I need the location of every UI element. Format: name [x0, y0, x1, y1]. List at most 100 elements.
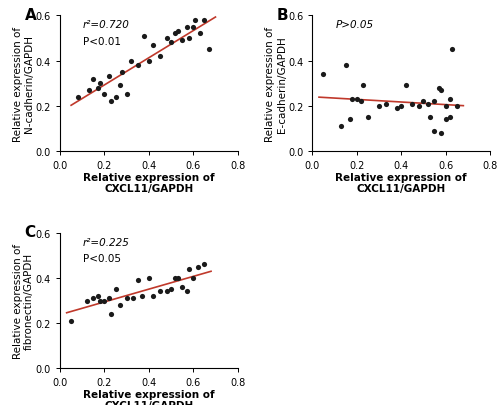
Point [448, 47, 456, 53]
Point [402, 83, 409, 90]
Point [185, 266, 193, 273]
Point [437, 87, 445, 94]
Point [116, 83, 124, 90]
Point [430, 128, 438, 134]
Point [452, 103, 460, 110]
Y-axis label: Relative expression of
E-cadherin/GAPDH: Relative expression of E-cadherin/GAPDH [265, 27, 286, 141]
Point [156, 53, 164, 60]
Point [357, 99, 365, 105]
Point [156, 288, 164, 295]
Point [200, 261, 208, 268]
Point [174, 29, 182, 35]
Y-axis label: Relative expression of
fibronectin/GAPDH: Relative expression of fibronectin/GAPDH [12, 243, 34, 358]
Text: A: A [24, 8, 36, 23]
Point [435, 85, 443, 92]
X-axis label: Relative expression of
CXCL11/GAPDH: Relative expression of CXCL11/GAPDH [336, 172, 467, 194]
Point [150, 293, 158, 300]
Point [174, 275, 182, 281]
Point [375, 103, 383, 110]
Point [107, 99, 115, 105]
Point [130, 295, 138, 302]
Point [105, 295, 113, 302]
Text: r²=0.225: r²=0.225 [83, 237, 130, 247]
Point [437, 130, 445, 137]
Text: P<0.05: P<0.05 [83, 254, 121, 263]
Point [127, 58, 135, 65]
Point [190, 275, 198, 281]
Point [85, 87, 93, 94]
Point [67, 318, 75, 324]
Point [200, 17, 208, 24]
Point [185, 36, 193, 42]
Point [74, 94, 82, 101]
Point [118, 69, 126, 76]
Point [138, 293, 146, 300]
Text: B: B [277, 8, 288, 23]
Point [96, 81, 104, 87]
Point [94, 293, 102, 300]
Point [446, 115, 454, 121]
Point [320, 72, 328, 78]
Point [442, 117, 450, 124]
Point [145, 58, 153, 65]
Point [112, 94, 120, 101]
Point [167, 286, 175, 293]
Point [190, 24, 198, 31]
Point [424, 101, 432, 107]
Point [392, 106, 400, 112]
Point [162, 288, 170, 295]
Point [100, 298, 108, 304]
Point [96, 298, 104, 304]
X-axis label: Relative expression of
CXCL11/GAPDH: Relative expression of CXCL11/GAPDH [83, 389, 214, 405]
Point [134, 277, 141, 284]
Point [397, 103, 405, 110]
Point [337, 124, 345, 130]
Point [194, 264, 202, 270]
Point [162, 36, 170, 42]
Point [150, 43, 158, 49]
Point [182, 24, 190, 31]
Point [446, 96, 454, 103]
Point [172, 275, 179, 281]
Point [145, 275, 153, 281]
Point [382, 101, 390, 107]
Point [122, 295, 130, 302]
Point [140, 33, 148, 40]
Point [134, 63, 141, 69]
Point [364, 115, 372, 121]
Point [178, 284, 186, 290]
Point [430, 99, 438, 105]
Point [105, 74, 113, 81]
Point [100, 92, 108, 98]
Point [82, 298, 90, 304]
Text: r²=0.720: r²=0.720 [83, 20, 130, 30]
Point [426, 115, 434, 121]
Point [352, 96, 360, 103]
Point [192, 17, 200, 24]
Point [178, 38, 186, 44]
Point [94, 85, 102, 92]
Point [112, 286, 120, 293]
Point [205, 47, 213, 53]
Point [167, 40, 175, 47]
Y-axis label: Relative expression of
N-cadherin/GAPDH: Relative expression of N-cadherin/GAPDH [12, 27, 34, 141]
Point [172, 31, 179, 38]
Text: P<0.01: P<0.01 [83, 36, 121, 47]
Point [360, 83, 368, 90]
Point [415, 103, 423, 110]
Point [346, 117, 354, 124]
Point [116, 302, 124, 309]
Point [122, 92, 130, 98]
Point [420, 99, 428, 105]
Point [342, 63, 349, 69]
Point [348, 96, 356, 103]
Point [442, 103, 450, 110]
Point [196, 31, 204, 38]
Point [182, 288, 190, 295]
Point [107, 311, 115, 318]
X-axis label: Relative expression of
CXCL11/GAPDH: Relative expression of CXCL11/GAPDH [83, 172, 214, 194]
Point [90, 295, 98, 302]
Point [90, 76, 98, 83]
Text: C: C [24, 225, 36, 240]
Point [408, 101, 416, 107]
